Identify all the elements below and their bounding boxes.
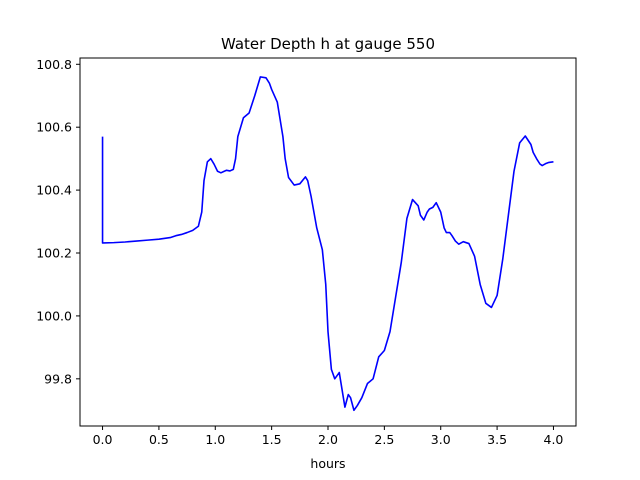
y-tick-label: 99.8 <box>44 371 72 386</box>
x-tick-label: 2.5 <box>374 432 394 447</box>
axes-frame <box>79 57 577 427</box>
x-tick-label: 3.5 <box>487 432 507 447</box>
y-tick-label: 100.8 <box>36 57 72 72</box>
axis-ticks: 0.0 0.5 1.0 1.5 2.0 2.5 3.0 3.5 4.0 99.8 100.0 100.… <box>36 57 563 447</box>
y-tick-label: 100.4 <box>36 183 72 198</box>
x-tick-label: 1.0 <box>205 432 225 447</box>
y-tick-label: 100.6 <box>36 120 72 135</box>
x-tick-label: 3.0 <box>431 432 451 447</box>
x-tick-label: 0.5 <box>149 432 169 447</box>
x-tick-label: 4.0 <box>544 432 564 447</box>
y-tick-label: 100.0 <box>36 308 72 323</box>
y-tick-label: 100.2 <box>36 246 72 261</box>
series-line <box>101 76 554 412</box>
chart-title: Water Depth h at gauge 550 <box>221 35 435 53</box>
x-tick-label: 2.0 <box>318 432 338 447</box>
x-tick-label: 0.0 <box>93 432 113 447</box>
plot-area <box>101 76 554 412</box>
x-tick-label: 1.5 <box>262 432 282 447</box>
x-axis-label: hours <box>310 456 345 471</box>
